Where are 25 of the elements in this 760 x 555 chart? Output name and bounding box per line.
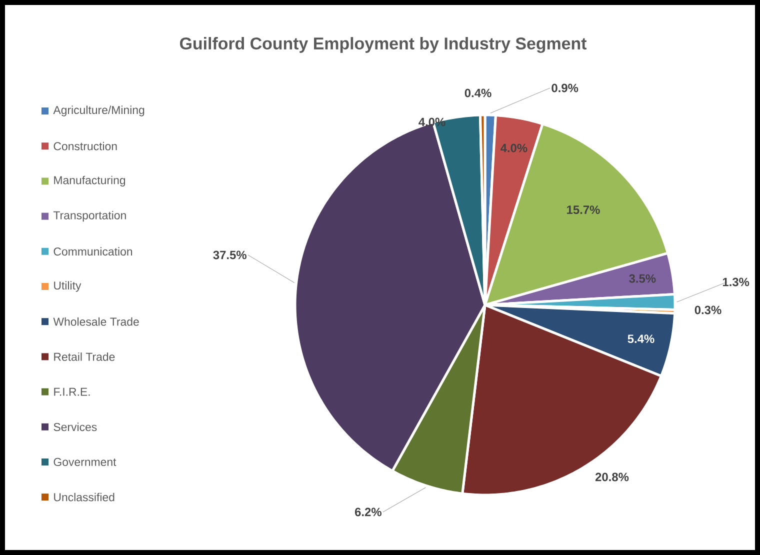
legend-label: Wholesale Trade	[53, 317, 139, 326]
data-label: 5.4%	[628, 334, 654, 344]
legend-label: Services	[54, 422, 97, 432]
data-label: 37.5%	[213, 250, 246, 260]
legend-label: Transportation	[53, 210, 126, 222]
data-label: 6.2%	[354, 508, 382, 516]
legend-label: Retail Trade	[54, 352, 115, 361]
legend-label: Utility	[54, 281, 82, 292]
legend-label: Unclassified	[54, 492, 114, 502]
legend-label: Manufacturing	[54, 176, 126, 187]
data-label: 20.8%	[595, 472, 629, 482]
data-label: 15.7%	[567, 206, 600, 214]
legend-label: Government	[54, 458, 116, 466]
data-label: 4.0%	[500, 144, 528, 152]
data-label: 0.4%	[464, 88, 492, 98]
data-label: 0.9%	[552, 84, 578, 92]
legend-label: Construction	[54, 142, 117, 150]
data-label: 3.5%	[629, 274, 656, 283]
data-label: 4.0%	[418, 118, 446, 126]
chart-title: Guilford County Employment by Industry Segment	[180, 37, 587, 53]
legend-label: Communication	[54, 247, 132, 256]
legend-label: Agriculture/Mining	[53, 106, 144, 116]
data-label: 1.3%	[722, 278, 750, 286]
data-label: 0.3%	[694, 306, 722, 314]
legend-label: F.I.R.E.	[54, 388, 90, 396]
